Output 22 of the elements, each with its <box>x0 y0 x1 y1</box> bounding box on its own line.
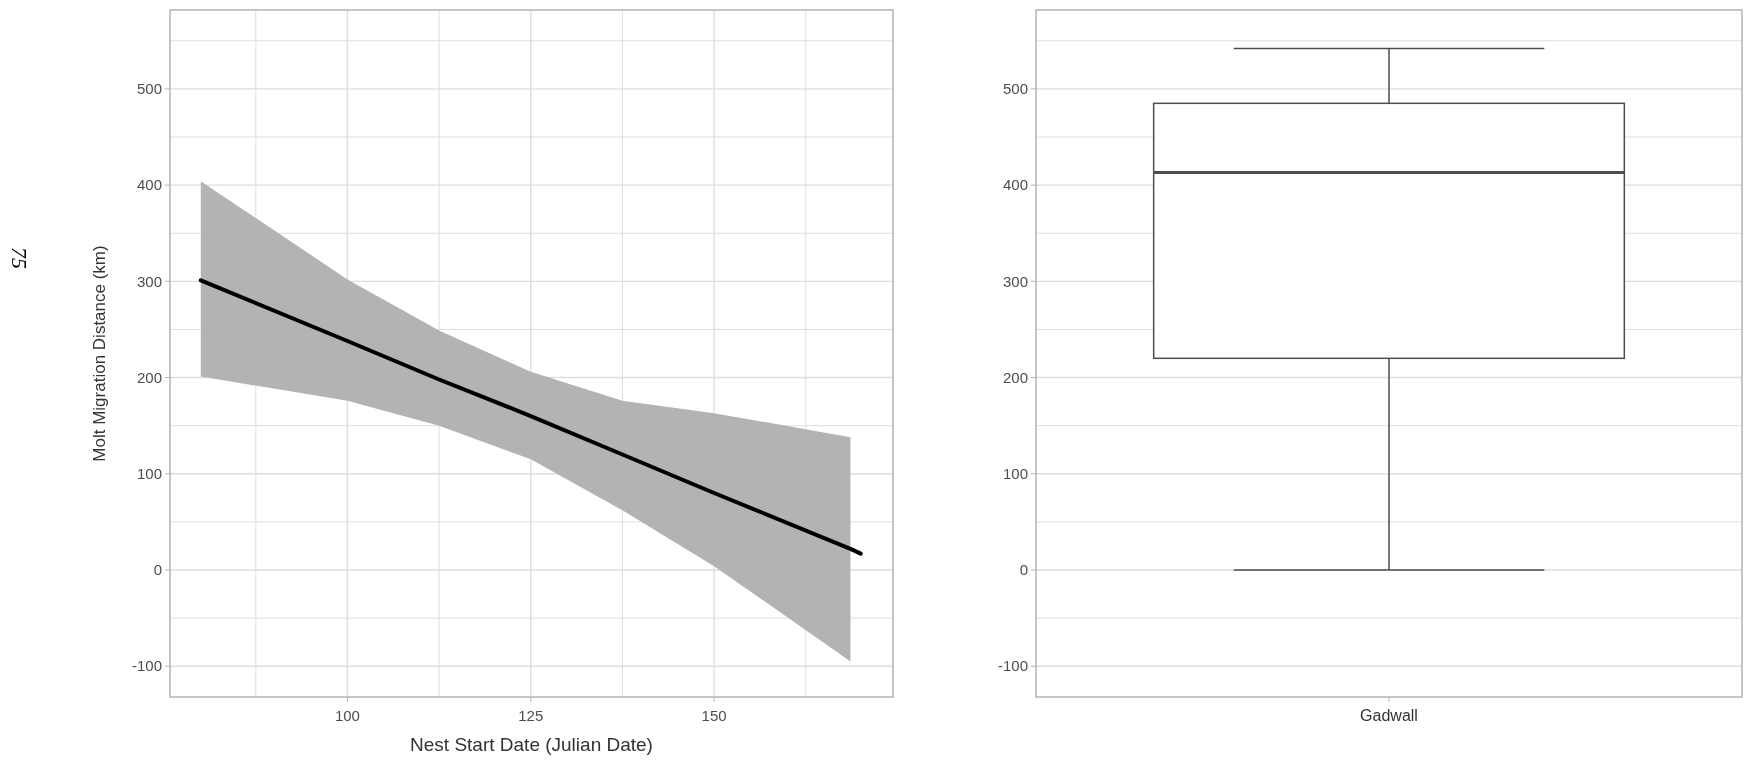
x-tick-label: 125 <box>518 707 544 724</box>
y-tick-label: 300 <box>1002 272 1028 290</box>
y-tick-label: 500 <box>136 80 162 98</box>
text: 75 <box>7 247 32 269</box>
y-tick-label: 0 <box>1019 561 1028 579</box>
x-tick-label: 150 <box>701 707 727 724</box>
y-tick-label: 200 <box>1002 368 1028 386</box>
y-tick-label: 200 <box>136 368 162 386</box>
line-series <box>198 278 863 556</box>
y-tick-label: 0 <box>153 561 162 579</box>
y-tick-label: 100 <box>136 465 162 483</box>
y-tick-label: 100 <box>1002 465 1028 483</box>
x-tick-label: 100 <box>334 707 360 724</box>
y-tick-label: 400 <box>1002 176 1028 194</box>
x-axis-title: Nest Start Date (Julian Date) <box>410 734 653 755</box>
y-tick-label: -100 <box>131 657 162 675</box>
y-axis-title: Molt Migration Distance (km) <box>90 245 109 462</box>
y-tick-label: 300 <box>136 272 162 290</box>
x-tick-label: Gadwall <box>1360 707 1418 724</box>
y-tick-label: 500 <box>1002 80 1028 98</box>
y-tick-label: 400 <box>136 176 162 194</box>
y-tick-label: -100 <box>997 657 1028 675</box>
